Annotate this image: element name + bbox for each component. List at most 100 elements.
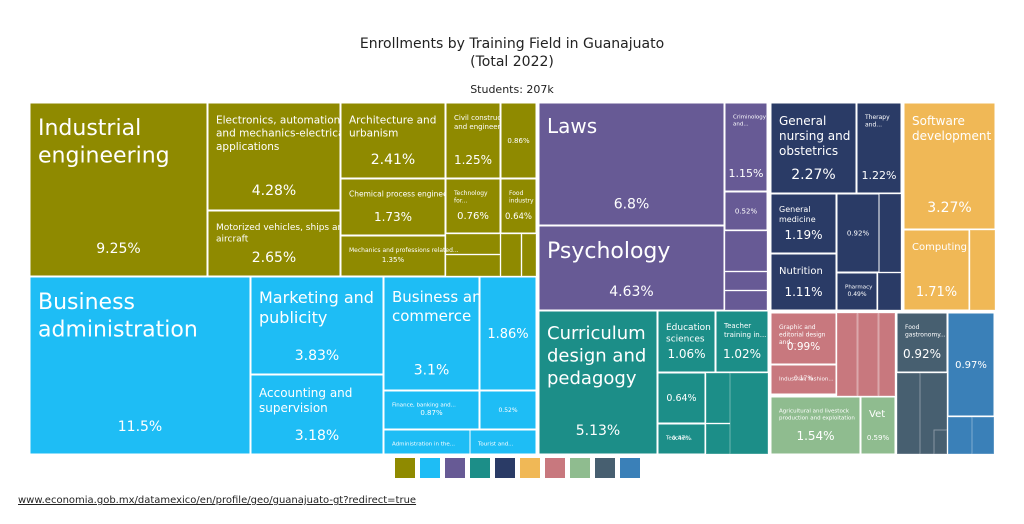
treemap-cell-value: 1.35%	[382, 256, 405, 264]
treemap-cell-value: 3.83%	[295, 348, 339, 364]
treemap-filler-cell	[724, 290, 768, 311]
treemap-cell-value: 3.18%	[295, 428, 339, 444]
treemap-filler-cell	[724, 271, 768, 291]
legend-swatch[interactable]	[620, 458, 640, 478]
treemap-cell-name: Software	[912, 114, 965, 128]
treemap-cell-name: Computing	[912, 242, 967, 253]
treemap-cell-name: publicity	[259, 308, 327, 327]
treemap-cell-name: Business and	[392, 288, 491, 306]
treemap-cell-business-administration: Business administration 11.5%	[29, 276, 251, 455]
treemap-cell-tourist-and: Tourist and...	[469, 429, 537, 455]
treemap-cell-name: Graphic and	[779, 324, 816, 331]
treemap-filler-cell	[445, 233, 501, 255]
treemap-cell-name: sciences	[666, 334, 705, 344]
treemap-cell-value: 3.1%	[414, 362, 450, 378]
treemap-cell-name: Education	[666, 323, 711, 333]
legend-swatch[interactable]	[545, 458, 565, 478]
treemap-cell-name: Psychology	[547, 239, 670, 264]
treemap-cell-rect	[383, 276, 480, 391]
treemap-cell-name: Technology	[453, 190, 488, 197]
treemap-cell-0-64: 0.64%	[657, 372, 706, 424]
treemap-cell-name: Industrial, fashion...	[779, 377, 834, 383]
treemap-filler-cell	[836, 312, 858, 397]
treemap-cell-name: Therapy	[864, 114, 890, 121]
treemap-cell-rect	[29, 102, 208, 277]
treemap-cell-name: Vet	[869, 409, 885, 420]
source-link[interactable]: www.economia.gob.mx/datamexico/en/profil…	[18, 495, 417, 506]
treemap-filler-cell	[969, 229, 996, 311]
treemap-cell-value: 0.99%	[787, 341, 820, 353]
treemap-cell-value: 0.49%	[847, 291, 866, 298]
treemap-cell-rect	[207, 102, 341, 211]
treemap-cell-name: production and exploitation	[779, 415, 855, 421]
legend-swatch[interactable]	[570, 458, 590, 478]
treemap-cell-rect	[657, 310, 716, 373]
treemap-cell-name: administration	[38, 318, 198, 343]
treemap-cell-rect	[724, 102, 768, 192]
treemap-filler-cell	[445, 254, 501, 277]
treemap-cell-name: pedagogy	[547, 368, 637, 389]
treemap-cell-rect	[340, 178, 446, 236]
treemap-cell-rect	[836, 193, 880, 273]
treemap-cell-name: Architecture and	[349, 115, 436, 127]
treemap-cell-rect	[836, 272, 878, 311]
treemap-filler-cell	[729, 372, 769, 455]
treemap-cell-name: and...	[779, 339, 796, 346]
treemap-cell-industrial-fashion: Industrial, fashion...0.17%	[770, 364, 837, 395]
treemap-cell-rect	[469, 429, 537, 455]
treemap-cell-value: 2.65%	[252, 250, 296, 266]
treemap-cell-name: and...	[865, 122, 882, 129]
treemap-cell-value: 0.52%	[735, 207, 758, 215]
legend-swatch[interactable]	[395, 458, 415, 478]
treemap-cell-rect	[445, 102, 501, 179]
legend-swatch[interactable]	[420, 458, 440, 478]
treemap-cell-value: 1.22%	[862, 169, 897, 182]
treemap-cell-name: Food	[509, 190, 524, 197]
treemap-cell-rect	[340, 235, 446, 277]
treemap-cell-rect	[903, 229, 970, 311]
treemap-cell-chemical-process-engineering: Chemical process engineering 1.73%	[340, 178, 463, 236]
treemap-cell-value: 1.06%	[667, 347, 705, 361]
legend-swatch[interactable]	[470, 458, 490, 478]
treemap-cell-value: 0.59%	[867, 434, 890, 442]
treemap-cell-value: 0.64%	[666, 393, 696, 404]
treemap-cell-computing: Computing 1.71%	[903, 229, 970, 311]
treemap-cell-name: for...	[454, 198, 468, 205]
treemap-filler-cell	[500, 233, 522, 277]
treemap-cell-nutrition: Nutrition 1.11%	[770, 253, 837, 311]
treemap-cell-0-97: 0.97%	[947, 312, 995, 417]
treemap-cell-rect	[856, 102, 902, 194]
treemap-filler-cell	[877, 272, 902, 311]
treemap-cell-laws: Laws 6.8%	[538, 102, 725, 226]
treemap-cell-rect	[903, 102, 996, 230]
treemap-filler-cell	[878, 193, 902, 273]
treemap-cell-value: 0.76%	[457, 211, 489, 222]
legend-swatch[interactable]	[520, 458, 540, 478]
treemap-cell-value: 1.73%	[374, 210, 412, 224]
legend-swatch[interactable]	[445, 458, 465, 478]
treemap-cell-name: supervision	[259, 401, 328, 415]
treemap-cell-teacher: Teacher...0.47%	[657, 423, 706, 455]
treemap-cell-name: Pharmacy	[845, 285, 873, 291]
treemap-cell-value: 0.92%	[847, 229, 870, 237]
treemap-cell-name: Administration in the...	[392, 442, 455, 448]
treemap-cell-value: 0.52%	[498, 407, 517, 414]
legend-swatch[interactable]	[495, 458, 515, 478]
treemap-cell-name: engineering	[38, 144, 170, 169]
treemap-cell-value: 4.28%	[252, 183, 296, 199]
treemap-cell-value: 5.13%	[576, 423, 620, 439]
treemap-cell-value: 1.54%	[796, 429, 834, 443]
legend-swatch[interactable]	[595, 458, 615, 478]
treemap-cell-psychology: Psychology 4.63%	[538, 225, 725, 311]
treemap-cell-name: Nutrition	[779, 266, 823, 277]
treemap-cell-name: General	[779, 114, 826, 128]
